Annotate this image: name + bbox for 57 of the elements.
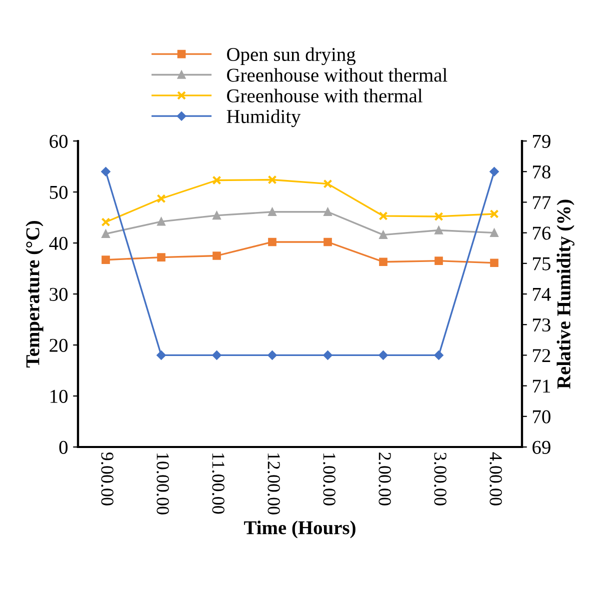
point: [434, 212, 444, 221]
point: [379, 230, 388, 240]
x-tick-label: 10.00.00: [156, 453, 169, 514]
x-tick-label: 9.00.00: [101, 452, 114, 506]
y2-tick-label: 79: [533, 134, 550, 148]
x-axis-title: Time (Hours): [244, 520, 356, 538]
point: [378, 211, 388, 220]
y2-tick-label: 75: [533, 257, 550, 270]
x-tick-label: 1.00.00: [323, 453, 336, 506]
point: [490, 209, 499, 218]
point: [268, 208, 276, 216]
point: [379, 258, 388, 266]
point: [434, 256, 443, 266]
y2-tick-label: 71: [533, 380, 550, 393]
point: [157, 217, 166, 226]
point: [212, 176, 222, 185]
y2-tick-label: 74: [533, 288, 551, 301]
x-tick-label: 4.00.00: [490, 452, 502, 506]
point: [490, 228, 498, 237]
y-tick-label: 30: [50, 288, 68, 301]
point: [324, 208, 332, 216]
y-tick-label: 40: [49, 236, 68, 250]
y2-tick-label: 69: [532, 440, 550, 454]
point: [434, 226, 443, 234]
legend-label: Greenhouse with thermal: [227, 88, 422, 102]
legend-label: Greenhouse without thermal: [227, 68, 448, 82]
point: [323, 179, 332, 188]
y2-tick-label: 70: [533, 410, 550, 424]
y-tick-label: 60: [50, 134, 68, 148]
point: [101, 218, 110, 227]
point: [212, 252, 221, 260]
y2-axis-title: Relative Humidity (%): [556, 200, 574, 389]
x-tick-label: 11.00.00: [212, 453, 224, 514]
point: [156, 194, 166, 204]
point: [157, 253, 166, 262]
y2-tick-label: 78: [533, 165, 550, 179]
legend-label: Open sun drying: [227, 47, 356, 66]
point: [102, 256, 110, 264]
y2-tick-label: 76: [533, 226, 551, 240]
y2-tick-label: 72: [533, 349, 550, 362]
legend-label: Humidity: [226, 109, 301, 128]
x-tick-label: 3.00.00: [434, 452, 446, 506]
y2-tick-label: 77: [533, 196, 551, 209]
y-tick-label: 0: [59, 440, 68, 454]
point: [102, 230, 110, 238]
point: [212, 211, 221, 220]
x-tick-label: 12.00.00: [268, 453, 280, 514]
y-tick-label: 20: [50, 338, 68, 352]
point: [490, 258, 498, 268]
point: [268, 175, 277, 184]
y-tick-label: 10: [50, 390, 68, 403]
y-axis-title: Temperature (°C): [26, 221, 44, 368]
y2-tick-label: 73: [533, 318, 550, 332]
x-tick-label: 2.00.00: [378, 452, 391, 506]
point: [324, 238, 332, 246]
point: [268, 238, 276, 246]
y-tick-label: 50: [50, 186, 68, 199]
